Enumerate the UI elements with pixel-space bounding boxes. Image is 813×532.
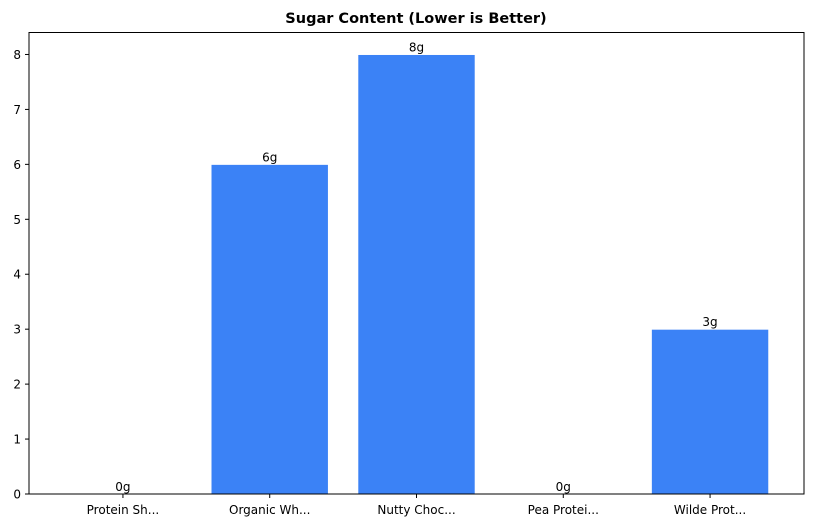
y-tick-label: 2 — [13, 378, 21, 392]
y-tick-label: 4 — [13, 268, 21, 282]
x-tick-label: Wilde Prot... — [674, 503, 746, 517]
y-tick-label: 7 — [13, 103, 21, 117]
chart-title: Sugar Content (Lower is Better) — [285, 11, 546, 27]
data-label: 3g — [702, 315, 717, 329]
x-tick-label: Pea Protei... — [528, 503, 599, 517]
bar — [210, 163, 329, 495]
bar — [357, 53, 476, 495]
y-tick-label: 6 — [13, 158, 21, 172]
bar — [650, 328, 770, 495]
y-tick-label: 5 — [13, 213, 21, 227]
data-label: 6g — [262, 150, 277, 164]
plot-frame — [28, 32, 805, 495]
y-tick-label: 0 — [13, 488, 21, 502]
y-tick-label: 1 — [13, 433, 21, 447]
y-tick-label: 8 — [13, 48, 21, 62]
data-label: 8g — [409, 40, 424, 54]
data-label: 0g — [115, 480, 130, 494]
x-tick-label: Protein Sh... — [87, 503, 160, 517]
y-tick-label: 3 — [13, 323, 21, 337]
data-label: 0g — [556, 480, 571, 494]
x-tick-label: Nutty Choc... — [377, 503, 455, 517]
x-tick-label: Organic Wh... — [229, 503, 310, 517]
